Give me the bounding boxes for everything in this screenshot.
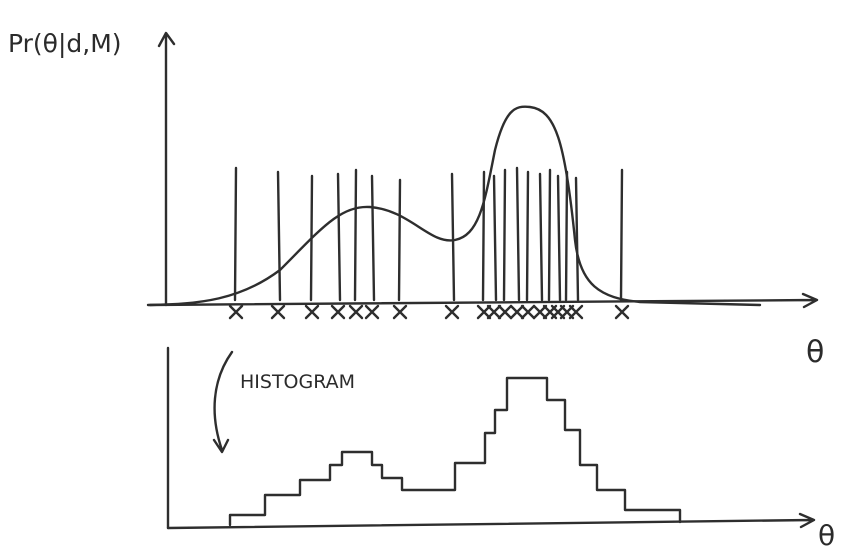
sample-cross (306, 306, 318, 318)
sample-cross (616, 306, 628, 318)
sample-line (558, 176, 560, 300)
sample-line (566, 172, 567, 300)
sample-line (399, 180, 400, 300)
sample-cross (366, 306, 378, 318)
sample-cross (499, 306, 511, 318)
sample-cross (394, 306, 406, 318)
y-axis-label: Pr(θ|d,M) (8, 29, 122, 58)
histogram (230, 378, 680, 525)
sample-line (540, 174, 542, 300)
sample-cross (332, 306, 344, 318)
sample-line (452, 174, 454, 300)
sample-cross (570, 306, 582, 318)
sample-line (483, 172, 484, 300)
sample-line (278, 172, 280, 300)
posterior-curve (150, 107, 760, 305)
x-axis-label: θ (806, 335, 824, 370)
sample-line (504, 170, 505, 300)
sample-line (549, 170, 550, 300)
sample-line (621, 170, 622, 300)
arrow (214, 352, 232, 452)
sample-line (517, 168, 519, 300)
sample-line (372, 176, 374, 300)
x-axis-label-bottom: θ (818, 519, 835, 548)
sample-line (527, 172, 528, 300)
sample-line (355, 170, 356, 300)
sample-line (311, 176, 312, 300)
sketch: Pr(θ|d,M) θ θ HISTOGRAM (0, 0, 846, 548)
annotation: HISTOGRAM (240, 371, 355, 393)
sample-cross (230, 306, 242, 318)
sample-cross (272, 306, 284, 318)
sample-line (235, 168, 236, 300)
sample-cross (446, 306, 458, 318)
sample-line (494, 176, 496, 300)
sample-cross (522, 306, 534, 318)
sample-cross (511, 306, 523, 318)
sample-line (338, 174, 340, 300)
sample-cross (488, 306, 500, 318)
y-axis (159, 33, 174, 305)
sample-cross (350, 306, 362, 318)
sample-line (576, 178, 578, 300)
